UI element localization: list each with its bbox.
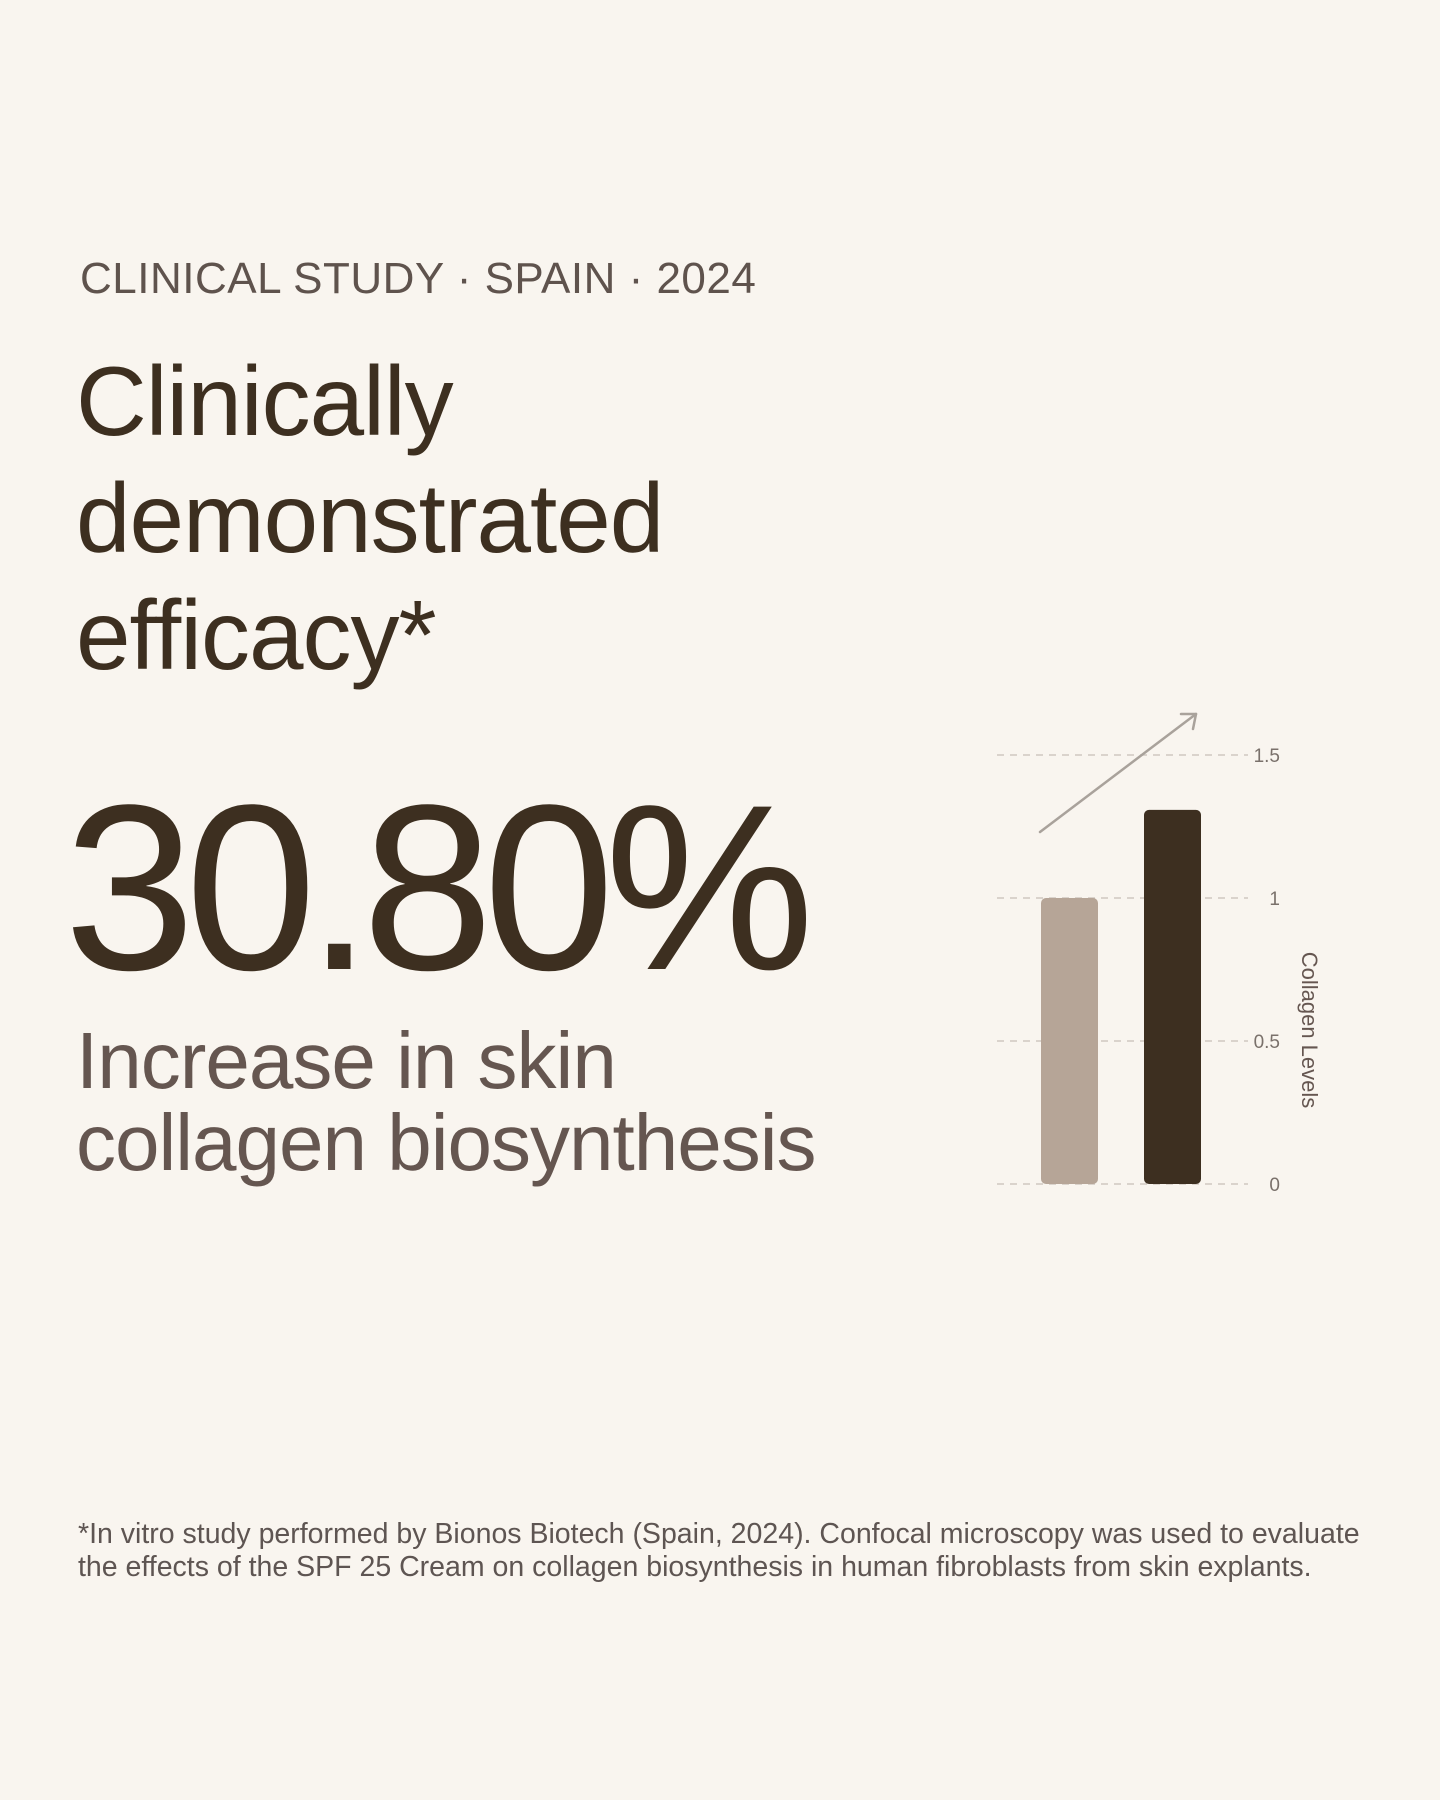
bars: [1041, 809, 1201, 1184]
tick-label-background: [1248, 743, 1284, 767]
headline-line-3: efficacy*: [76, 580, 437, 690]
study-eyebrow: CLINICAL STUDY · SPAIN · 2024: [80, 254, 757, 303]
bar-after: [1144, 809, 1201, 1184]
y-tick-label: 1: [1269, 889, 1280, 910]
y-tick-label: 0.5: [1254, 1032, 1280, 1053]
headline-line-1: Clinically: [76, 346, 454, 456]
y-tick-label: 0: [1269, 1175, 1280, 1196]
stat-description-line-1: Increase in skin: [76, 1016, 617, 1105]
trend-arrow-stroke: [1179, 712, 1198, 731]
y-axis-label: Collagen Levels: [1297, 952, 1322, 1109]
trend-arrow-stroke: [1038, 712, 1198, 834]
footnote: *In vitro study performed by Bionos Biot…: [78, 1518, 1360, 1583]
y-tick-label: 1.5: [1254, 746, 1280, 767]
tick-label-background: [1248, 886, 1284, 910]
gridlines: [997, 754, 1255, 1185]
tick-label-background: [1248, 1029, 1284, 1053]
stat-description: Increase in skin collagen biosynthesis: [76, 1016, 816, 1187]
stat-value: 30.80%: [64, 756, 814, 1020]
tick-label-background: [1248, 1172, 1284, 1196]
headline: Clinically demonstrated efficacy*: [76, 343, 664, 694]
y-tick-labels: 0 0.5 1 1.5: [1248, 743, 1284, 1196]
trend-arrow-icon: [1038, 712, 1198, 834]
stat-description-line-2: collagen biosynthesis: [76, 1098, 816, 1187]
headline-line-2: demonstrated: [76, 463, 664, 573]
bar-before: [1041, 898, 1098, 1184]
